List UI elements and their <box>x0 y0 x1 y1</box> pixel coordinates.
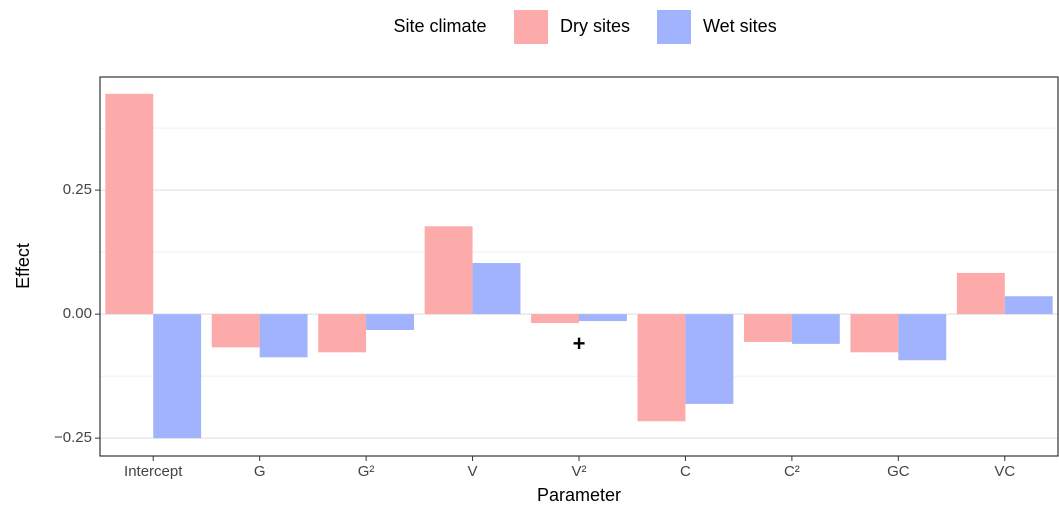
annotation: + <box>573 331 586 356</box>
x-tick-label: VC <box>994 463 1015 480</box>
bar <box>685 314 734 404</box>
y-tick-label: 0.25 <box>63 181 92 198</box>
y-axis-label: Effect <box>13 243 33 289</box>
y-tick-label: −0.25 <box>54 429 92 446</box>
x-tick-label: G <box>254 463 266 480</box>
bar <box>791 314 840 344</box>
bar <box>472 263 521 315</box>
x-tick-label: C² <box>784 463 800 480</box>
bar <box>531 314 579 324</box>
bar <box>318 314 367 353</box>
x-tick-label: G² <box>358 463 375 480</box>
x-tick-label: V² <box>572 463 587 480</box>
x-tick-label: Intercept <box>124 463 183 480</box>
bar <box>259 314 308 358</box>
y-tick-label: 0.00 <box>63 305 92 322</box>
legend-title: Site climate <box>393 16 486 36</box>
bar <box>898 314 947 361</box>
bar <box>424 226 473 315</box>
x-tick-label: V <box>468 463 478 480</box>
bar <box>956 272 1005 315</box>
legend-label: Wet sites <box>703 16 777 36</box>
bar <box>743 314 792 342</box>
bar <box>105 93 154 315</box>
bar <box>211 314 260 348</box>
bar <box>637 314 686 422</box>
bar <box>366 314 415 330</box>
legend-swatch <box>657 10 691 44</box>
legend-label: Dry sites <box>560 16 630 36</box>
legend-swatch <box>514 10 548 44</box>
x-axis-label: Parameter <box>537 485 621 505</box>
bar <box>579 314 627 322</box>
panel-border <box>99 76 1059 457</box>
bar <box>850 314 899 353</box>
x-tick-label: C <box>680 463 691 480</box>
bar <box>1004 296 1053 315</box>
x-tick-label: GC <box>887 463 910 480</box>
bar <box>153 314 202 439</box>
